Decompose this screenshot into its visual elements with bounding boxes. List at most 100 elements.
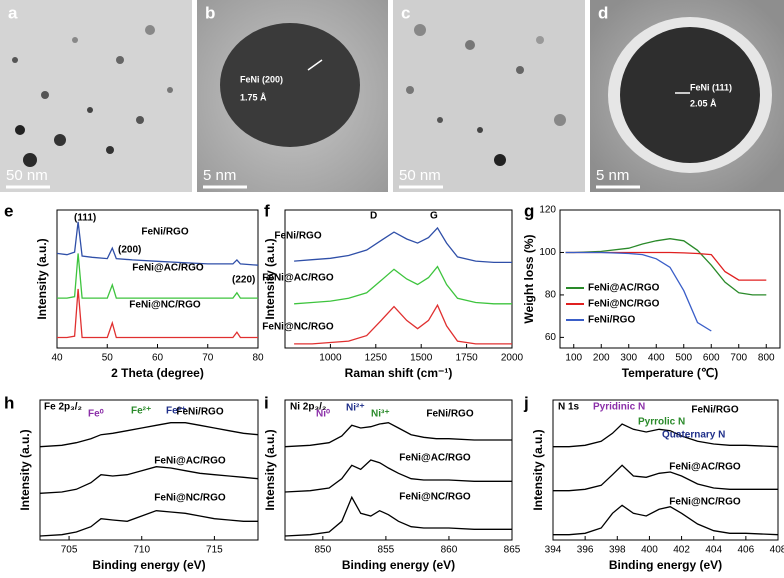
x-tick-label: 404 bbox=[705, 545, 722, 556]
scale-bar-label: 50 nm bbox=[6, 167, 48, 184]
x-tick-label: 1750 bbox=[455, 353, 478, 364]
panel-label: d bbox=[598, 3, 608, 22]
x-tick-label: 855 bbox=[378, 545, 395, 556]
x-axis-label: Binding energy (eV) bbox=[342, 558, 455, 572]
x-tick-label: 705 bbox=[61, 545, 78, 556]
x-tick-label: 850 bbox=[314, 545, 331, 556]
x-tick-label: 396 bbox=[577, 545, 594, 556]
x-tick-label: 700 bbox=[730, 353, 747, 364]
panel-label: c bbox=[401, 3, 410, 22]
tem-image-d bbox=[590, 0, 784, 192]
x-axis-label: 2 Theta (degree) bbox=[111, 366, 204, 380]
panel-label: a bbox=[8, 3, 18, 22]
series-label: FeNi/RGO bbox=[274, 231, 321, 242]
series-label: FeNi@NC/RGO bbox=[129, 300, 201, 311]
data-line bbox=[565, 251, 767, 281]
series-label: FeNi@NC/RGO bbox=[399, 492, 471, 503]
data-line bbox=[39, 466, 259, 494]
x-tick-label: 300 bbox=[620, 353, 637, 364]
plot-frame bbox=[559, 209, 781, 349]
series-label: FeNi/RGO bbox=[691, 405, 738, 416]
annotation: Fe²⁺ bbox=[131, 406, 151, 417]
data-line bbox=[294, 265, 512, 305]
annotation: Ni²⁺ bbox=[346, 403, 365, 414]
x-axis-label: Binding energy (eV) bbox=[92, 558, 205, 572]
annotation: Pyridinic N bbox=[593, 402, 645, 413]
data-line bbox=[553, 504, 779, 536]
data-line bbox=[553, 423, 779, 448]
x-tick-label: 710 bbox=[133, 545, 150, 556]
data-line bbox=[284, 495, 512, 537]
x-tick-label: 408 bbox=[770, 545, 784, 556]
annotation: N 1s bbox=[558, 402, 580, 413]
annotation: Ni⁰ bbox=[316, 409, 330, 420]
x-tick-label: 80 bbox=[252, 353, 264, 364]
annotation: D bbox=[370, 211, 377, 222]
series-label: FeNi@AC/RGO bbox=[262, 273, 334, 284]
annotation: Fe 2p₃/₂ bbox=[44, 402, 82, 413]
data-line bbox=[553, 464, 778, 492]
data-line bbox=[294, 226, 512, 264]
data-line bbox=[39, 510, 258, 537]
y-axis-label: Intensity (a.u.) bbox=[263, 238, 277, 319]
y-tick-label: 100 bbox=[539, 247, 556, 258]
data-line bbox=[565, 251, 712, 332]
y-tick-label: 80 bbox=[545, 290, 557, 301]
x-tick-label: 860 bbox=[441, 545, 458, 556]
panel-label: f bbox=[264, 201, 270, 220]
series-label: FeNi@NC/RGO bbox=[669, 497, 741, 508]
annotation: G bbox=[430, 211, 438, 222]
annotation: Ni³⁺ bbox=[371, 409, 390, 420]
panel-label: e bbox=[4, 201, 13, 220]
annotation: Pyrrolic N bbox=[638, 417, 685, 428]
y-axis-label: Intensity (a.u.) bbox=[18, 429, 32, 510]
plot-frame bbox=[284, 209, 513, 349]
data-line bbox=[56, 221, 259, 266]
data-line bbox=[57, 253, 258, 299]
x-axis-label: Temperature (℃) bbox=[622, 366, 719, 380]
tem-image-b bbox=[197, 0, 388, 192]
x-tick-label: 394 bbox=[545, 545, 562, 556]
y-axis-label: Intensity (a.u.) bbox=[35, 238, 49, 319]
x-tick-label: 1000 bbox=[319, 353, 342, 364]
x-tick-label: 50 bbox=[102, 353, 114, 364]
data-line bbox=[57, 288, 258, 339]
x-tick-label: 406 bbox=[738, 545, 755, 556]
series-label: FeNi@NC/RGO bbox=[262, 322, 334, 333]
legend-label: FeNi@AC/RGO bbox=[588, 283, 660, 294]
x-tick-label: 398 bbox=[609, 545, 626, 556]
image-annotation: FeNi (111) bbox=[690, 82, 732, 92]
scale-bar-label: 5 nm bbox=[596, 167, 629, 184]
panel-label: g bbox=[524, 201, 534, 220]
series-label: FeNi/RGO bbox=[426, 409, 473, 420]
panel-label: h bbox=[4, 393, 14, 412]
data-line bbox=[294, 303, 512, 345]
tem-image-a bbox=[0, 0, 192, 192]
data-line bbox=[39, 422, 259, 448]
x-tick-label: 40 bbox=[51, 353, 63, 364]
image-annotation: 1.75 Å bbox=[240, 92, 267, 102]
y-tick-label: 60 bbox=[545, 332, 557, 343]
image-annotation: FeNi (200) bbox=[240, 74, 283, 84]
annotation: (200) bbox=[118, 245, 141, 256]
series-label: FeNi@AC/RGO bbox=[154, 456, 226, 467]
panel-label: b bbox=[205, 3, 215, 22]
data-line bbox=[284, 422, 512, 448]
series-label: FeNi/RGO bbox=[176, 407, 223, 418]
x-tick-label: 2000 bbox=[501, 353, 524, 364]
x-tick-label: 715 bbox=[206, 545, 223, 556]
y-axis-label: Intensity (a.u.) bbox=[531, 429, 545, 510]
x-tick-label: 800 bbox=[758, 353, 775, 364]
legend-label: FeNi@NC/RGO bbox=[588, 299, 660, 310]
image-annotation: 2.05 Å bbox=[690, 98, 717, 108]
x-tick-label: 500 bbox=[675, 353, 692, 364]
y-tick-label: 120 bbox=[539, 205, 556, 216]
annotation: (220) bbox=[232, 275, 255, 286]
x-tick-label: 100 bbox=[565, 353, 582, 364]
annotation: Fe³⁺ bbox=[166, 406, 186, 417]
x-tick-label: 60 bbox=[152, 353, 164, 364]
scale-bar-label: 5 nm bbox=[203, 167, 236, 184]
x-tick-label: 402 bbox=[673, 545, 690, 556]
x-tick-label: 865 bbox=[504, 545, 521, 556]
series-label: FeNi@AC/RGO bbox=[132, 263, 204, 274]
